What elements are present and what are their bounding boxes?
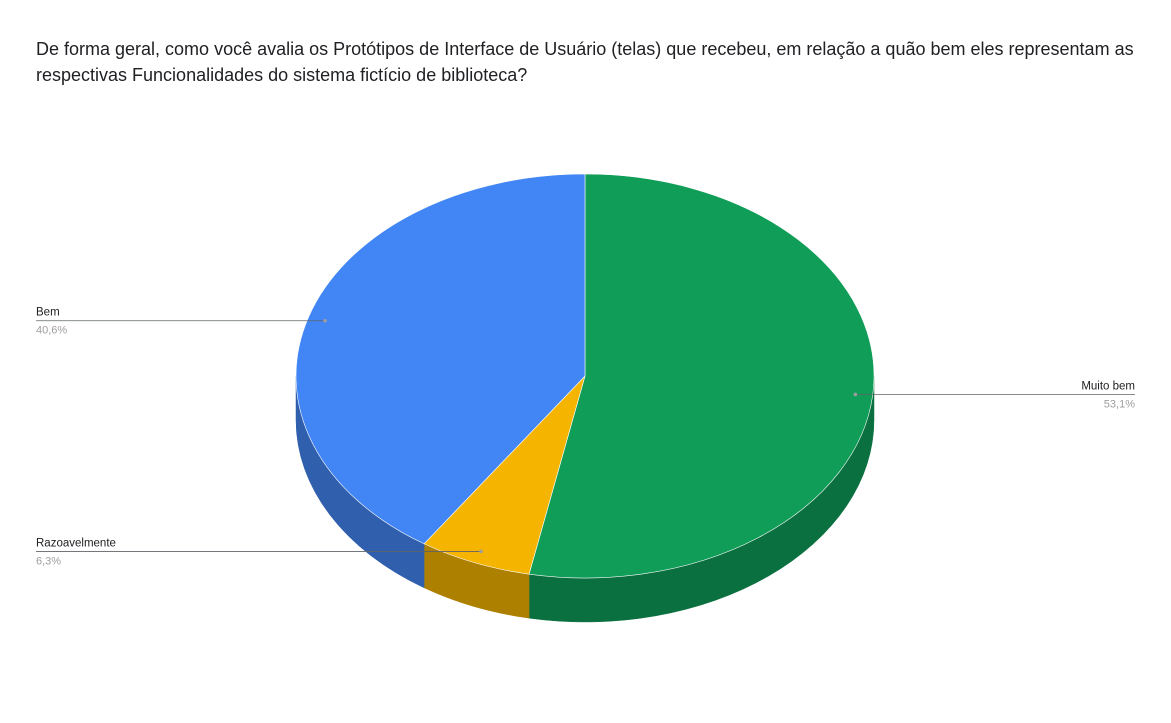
pie-top-faces: [295, 173, 875, 579]
slice-label-bem: Bem: [36, 307, 60, 319]
pie-slice-bem: [295, 173, 586, 545]
chart-title: De forma geral, como você avalia os Prot…: [36, 39, 1134, 85]
slice-label-muito-bem: Muito bem: [1081, 380, 1135, 392]
slice-value-muito-bem: 53,1%: [1104, 398, 1135, 410]
leader-dot-muito-bem: [853, 392, 858, 397]
pie-slice-muito-bem: [528, 173, 875, 579]
slice-label-razoavelmente: Razoavelmente: [36, 537, 116, 549]
pie-slice-razoavelmente: [423, 375, 586, 575]
leader-dot-bem: [323, 318, 327, 323]
slice-value-bem: 40,6%: [36, 325, 67, 337]
slice-value-razoavelmente: 6,3%: [36, 555, 61, 567]
leader-dot-razoavelmente: [479, 549, 483, 554]
pie-labels: Muito bem 53,1% Razoavelmente 6,3% Bem 40,6%: [36, 307, 1135, 567]
